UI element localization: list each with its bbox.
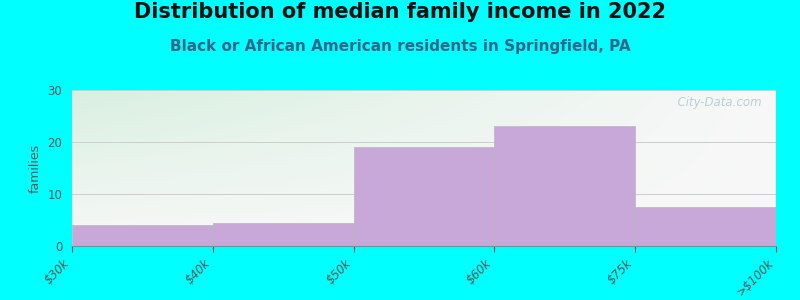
Bar [213,223,354,246]
Text: Black or African American residents in Springfield, PA: Black or African American residents in S… [170,39,630,54]
Bar [354,147,494,246]
Bar [635,207,776,246]
Bar [494,126,635,246]
Bar [72,225,213,246]
Text: City-Data.com: City-Data.com [670,96,762,109]
Y-axis label: families: families [29,143,42,193]
Text: Distribution of median family income in 2022: Distribution of median family income in … [134,2,666,22]
